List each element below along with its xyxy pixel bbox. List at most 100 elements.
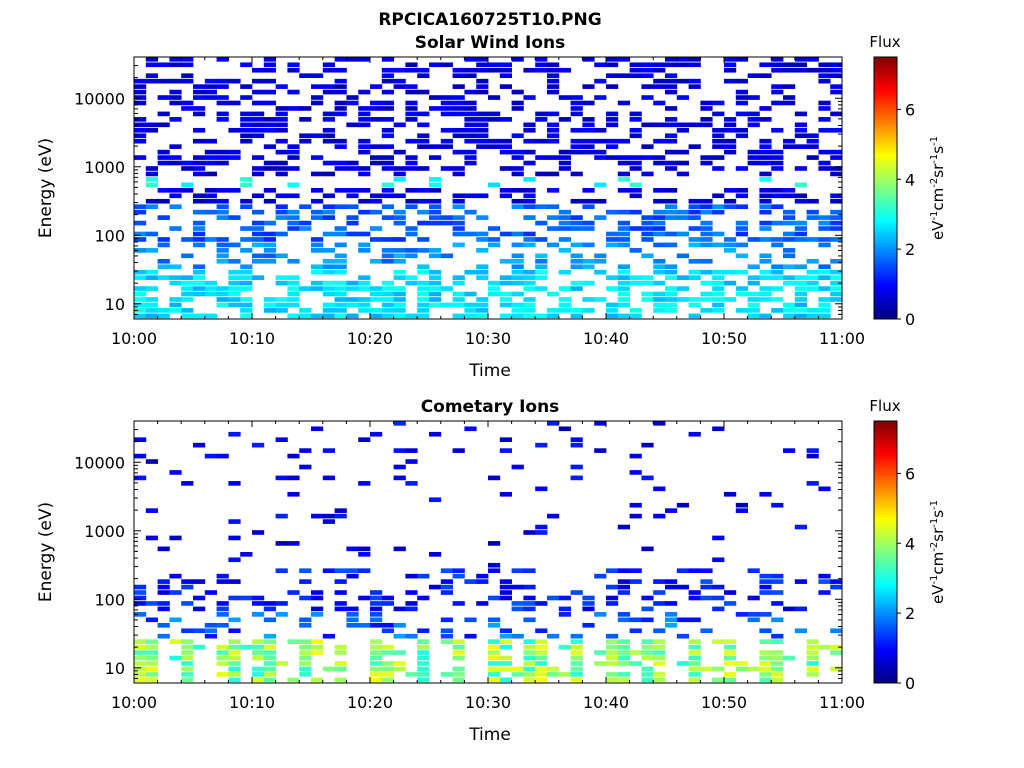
heatmap-cell: [712, 193, 725, 199]
heatmap-cell: [405, 100, 418, 106]
heatmap-cell: [417, 248, 430, 253]
heatmap-cell: [712, 426, 725, 432]
heatmap-cell: [381, 237, 394, 242]
heatmap-cell: [193, 264, 206, 270]
heatmap-cell: [570, 672, 583, 677]
heatmap-cell: [393, 421, 406, 426]
heatmap-cell: [511, 155, 524, 160]
heatmap-cell: [311, 95, 324, 100]
heatmap-cell: [629, 209, 642, 215]
heatmap-cell: [771, 502, 784, 508]
heatmap-cell: [558, 166, 571, 171]
heatmap-cell: [759, 672, 772, 677]
heatmap-cell: [311, 606, 324, 612]
heatmap-cell: [665, 308, 678, 313]
heatmap-cell: [181, 291, 194, 297]
heatmap-cell: [322, 448, 335, 453]
heatmap-cell: [594, 182, 607, 188]
y-tick-label: 100: [94, 590, 125, 609]
heatmap-cell: [606, 275, 619, 280]
heatmap-cell: [653, 160, 666, 166]
heatmap-cell: [358, 248, 371, 253]
heatmap-cell: [794, 231, 807, 237]
heatmap-cell: [759, 677, 772, 683]
heatmap-cell: [570, 144, 583, 149]
heatmap-cell: [145, 198, 158, 204]
heatmap-cell: [275, 204, 288, 210]
heatmap-cell: [523, 297, 536, 302]
heatmap-cell: [759, 661, 772, 666]
heatmap-cell: [287, 209, 300, 215]
heatmap-cell: [594, 421, 607, 426]
heatmap-cell: [535, 62, 548, 68]
heatmap-cell: [287, 193, 300, 199]
colorbar-title: Flux: [869, 33, 900, 51]
heatmap-cell: [570, 437, 583, 443]
heatmap-cell: [134, 286, 147, 291]
heatmap-cell: [558, 426, 571, 432]
heatmap-cell: [393, 546, 406, 552]
heatmap-cell: [735, 127, 748, 133]
heatmap-cell: [452, 448, 465, 453]
heatmap-cell: [134, 437, 147, 443]
heatmap-cell: [665, 204, 678, 210]
heatmap-cell: [523, 160, 536, 166]
heatmap-cell: [759, 209, 772, 215]
heatmap-cell: [653, 198, 666, 204]
heatmap-cell: [783, 264, 796, 270]
heatmap-cell: [440, 62, 453, 68]
heatmap-cell: [830, 579, 842, 584]
heatmap-cell: [476, 122, 489, 128]
heatmap-cell: [700, 568, 713, 574]
heatmap-cell: [157, 275, 170, 280]
heatmap-cell: [488, 138, 501, 144]
heatmap-cell: [818, 215, 831, 220]
heatmap-cell: [523, 95, 536, 100]
heatmap-cell: [322, 127, 335, 133]
heatmap-cell: [700, 291, 713, 297]
heatmap-cell: [665, 275, 678, 280]
heatmap-cell: [157, 308, 170, 313]
heatmap-cell: [806, 67, 819, 73]
heatmap-cell: [676, 661, 689, 666]
heatmap-cell: [157, 633, 170, 639]
heatmap-cell: [275, 297, 288, 302]
heatmap-cell: [452, 639, 465, 644]
heatmap-cell: [334, 308, 347, 313]
heatmap-cell: [676, 171, 689, 177]
heatmap-cell: [311, 313, 324, 319]
heatmap-cell: [252, 127, 265, 133]
heatmap-cell: [759, 628, 772, 634]
heatmap-cell: [464, 291, 477, 297]
heatmap-cell: [299, 655, 312, 661]
heatmap-cell: [794, 144, 807, 149]
heatmap-cell: [334, 106, 347, 111]
heatmap-cell: [476, 111, 489, 117]
heatmap-cell: [617, 100, 630, 106]
colorbar-tick-label: 2: [905, 604, 915, 623]
heatmap-cell: [358, 89, 371, 95]
heatmap-cell: [252, 237, 265, 242]
heatmap-cell: [818, 226, 831, 231]
heatmap-cell: [429, 177, 442, 182]
heatmap-cell: [488, 617, 501, 623]
heatmap-cell: [157, 622, 170, 628]
heatmap-cell: [193, 198, 206, 204]
heatmap-cell: [299, 644, 312, 650]
heatmap-cell: [617, 291, 630, 297]
heatmap-cell: [322, 264, 335, 270]
heatmap-cell: [334, 144, 347, 149]
heatmap-cell: [523, 237, 536, 242]
heatmap-cell: [370, 155, 383, 160]
heatmap-cell: [747, 595, 760, 601]
heatmap-cell: [370, 193, 383, 199]
heatmap-cell: [275, 111, 288, 117]
heatmap-cell: [594, 95, 607, 100]
heatmap-cell: [464, 133, 477, 139]
heatmap-cell: [452, 666, 465, 672]
heatmap-cell: [641, 666, 654, 672]
heatmap-cell: [653, 655, 666, 661]
heatmap-cell: [724, 590, 737, 595]
heatmap-cell: [570, 677, 583, 683]
